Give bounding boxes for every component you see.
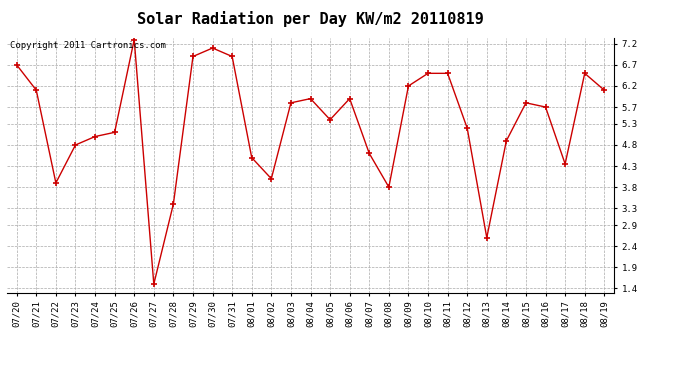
Text: Copyright 2011 Cartronics.com: Copyright 2011 Cartronics.com [10,41,166,50]
Text: Solar Radiation per Day KW/m2 20110819: Solar Radiation per Day KW/m2 20110819 [137,11,484,27]
